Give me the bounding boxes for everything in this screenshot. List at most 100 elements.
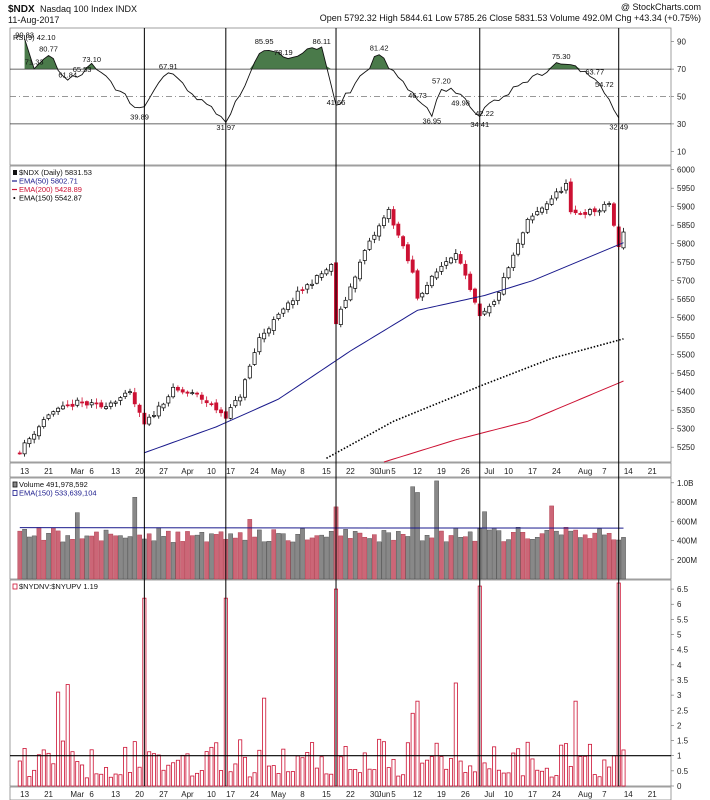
ratio-bar xyxy=(429,756,434,787)
x-tick-label-bottom: Mar xyxy=(70,790,84,799)
x-tick-label-bottom: 30 xyxy=(370,790,379,799)
volume-bar xyxy=(237,532,243,580)
volume-bar xyxy=(592,532,598,580)
ratio-bar xyxy=(377,738,382,787)
rsi-value-annotation: 78.19 xyxy=(274,48,293,57)
ratio-y-tick-label: 3.5 xyxy=(677,676,689,685)
price-candle-body xyxy=(396,223,401,236)
x-tick-label-bottom: 10 xyxy=(504,790,513,799)
volume-bar xyxy=(213,534,219,580)
ratio-bar xyxy=(549,776,554,787)
ratio-bar xyxy=(578,756,583,787)
volume-bar xyxy=(300,528,305,580)
price-candle-body xyxy=(405,244,410,262)
price-y-tick-label: 5350 xyxy=(677,406,695,415)
volume-bar xyxy=(271,529,277,580)
price-candle-body xyxy=(247,365,252,379)
price-candle-body xyxy=(276,313,281,319)
ratio-bar xyxy=(496,769,501,787)
rsi-value-annotation: 39.89 xyxy=(130,112,149,121)
volume-bar xyxy=(60,541,66,580)
ratio-bar xyxy=(357,772,362,787)
volume-bar xyxy=(482,511,487,580)
volume-bar xyxy=(458,537,463,580)
price-candle-body xyxy=(185,391,190,394)
ratio-bar xyxy=(32,769,37,787)
volume-bar xyxy=(367,538,372,580)
volume-bar xyxy=(319,534,324,580)
price-candle-body xyxy=(113,401,118,404)
ratio-bar xyxy=(592,774,597,787)
ratio-bar xyxy=(338,756,343,787)
x-tick-label-bottom: 6 xyxy=(89,790,94,799)
ratio-bar xyxy=(228,771,233,787)
x-tick-label-bottom: Jul xyxy=(484,790,494,799)
ratio-bar xyxy=(391,758,396,787)
volume-bar xyxy=(266,540,272,580)
price-candle-body xyxy=(37,426,41,437)
price-candle-body xyxy=(219,409,223,414)
ratio-y-tick-label: 5 xyxy=(677,631,682,640)
x-tick-label-bottom: 22 xyxy=(346,790,355,799)
ratio-bar xyxy=(80,764,85,787)
rsi-legend: RSI(9) 42.10 xyxy=(13,33,56,42)
price-candle-body xyxy=(434,271,439,279)
price-candle-body xyxy=(56,407,61,412)
volume-bar xyxy=(189,535,195,580)
x-tick-label-bottom: 26 xyxy=(461,790,470,799)
x-tick-label-top: 21 xyxy=(648,467,657,476)
volume-bar xyxy=(362,537,368,580)
volume-bar xyxy=(357,532,363,580)
x-tick-label-top: 13 xyxy=(20,467,29,476)
ratio-bar xyxy=(310,742,315,787)
ratio-legend: $NYDNV:$NYUPV 1.19 xyxy=(19,582,98,591)
volume-bar xyxy=(309,537,315,580)
x-tick-label-bottom: 20 xyxy=(135,790,144,799)
volume-bar xyxy=(621,537,626,580)
price-candle-body xyxy=(262,332,267,340)
x-tick-label-top: 24 xyxy=(250,467,259,476)
x-tick-label-bottom: Jun xyxy=(377,790,390,799)
ratio-y-tick-label: 4.5 xyxy=(677,646,689,655)
price-candle-body xyxy=(492,301,497,305)
volume-bar xyxy=(252,536,257,580)
volume-bar xyxy=(51,527,56,580)
ratio-bar xyxy=(506,772,511,787)
price-candle-body xyxy=(564,183,568,191)
rsi-value-annotation: 86.11 xyxy=(313,37,331,46)
price-y-tick-label: 5950 xyxy=(677,184,695,193)
volume-bar xyxy=(463,536,468,580)
price-candle-body xyxy=(151,415,156,417)
price-candle-body xyxy=(482,310,487,315)
volume-bar xyxy=(36,527,42,580)
rsi-value-annotation: 73.10 xyxy=(82,55,101,64)
volume-bar xyxy=(602,534,607,580)
volume-legend-swatch xyxy=(12,490,18,496)
ratio-bar xyxy=(501,772,506,787)
volume-bar xyxy=(530,539,535,580)
price-candle-body xyxy=(540,207,544,213)
price-candle-body xyxy=(501,277,506,295)
ratio-bar xyxy=(453,682,458,787)
ratio-bar xyxy=(214,742,219,787)
rsi-value-annotation: 63.77 xyxy=(585,68,604,77)
ratio-bar xyxy=(396,775,401,787)
price-candle-body xyxy=(209,403,214,406)
price-y-tick-label: 6000 xyxy=(677,166,695,175)
x-tick-label-bottom: 19 xyxy=(437,790,446,799)
volume-bar xyxy=(578,537,583,580)
price-candle-body xyxy=(568,181,573,213)
ema50-line xyxy=(144,242,624,454)
ratio-bar xyxy=(70,751,75,787)
price-candle-body xyxy=(17,452,22,455)
rsi-value-annotation: 67.91 xyxy=(159,62,178,71)
ratio-bar xyxy=(597,776,602,787)
ratio-y-tick-label: 4 xyxy=(677,661,682,670)
rsi-y-tick-label: 30 xyxy=(677,120,686,129)
volume-legend-swatch xyxy=(12,481,18,488)
price-candle-body xyxy=(535,211,540,216)
ratio-bar xyxy=(559,744,564,787)
ratio-y-tick-label: 1 xyxy=(677,752,682,761)
volume-bar xyxy=(352,531,358,580)
